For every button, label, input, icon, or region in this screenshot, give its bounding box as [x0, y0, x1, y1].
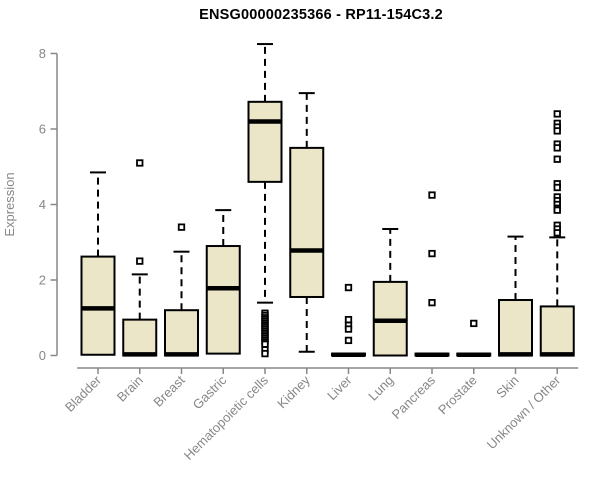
box-rect: [247, 100, 283, 183]
y-tick-label-2: 2: [39, 273, 46, 288]
box-group-breast: [164, 223, 199, 357]
box-group-unknown-other: [539, 110, 575, 357]
outlier-point: [553, 183, 561, 192]
x-tick-label-pancreas: Pancreas: [389, 372, 439, 422]
x-tick-label-liver: Liver: [324, 372, 355, 403]
outlier-point: [344, 336, 353, 345]
outlier-point: [261, 340, 269, 348]
box-group-brain: [122, 159, 158, 357]
box-rect: [80, 255, 116, 356]
box-group-bladder: [80, 171, 116, 356]
box-group-gastric: [205, 209, 241, 355]
x-tick-label-skin: Skin: [493, 373, 521, 401]
outlier-point: [177, 223, 186, 231]
outlier-point: [344, 325, 353, 333]
box-group-hematopoietic-cells: [247, 43, 283, 358]
box-group-lung: [372, 228, 408, 357]
x-tick-label-kidney: Kidney: [274, 372, 313, 411]
box-rect: [498, 299, 533, 357]
box-rect: [164, 309, 199, 357]
x-tick-label-breast: Breast: [150, 372, 187, 409]
outlier-point: [553, 144, 561, 152]
outlier-point: [553, 155, 561, 163]
box-group-liver: [331, 283, 366, 357]
y-tick-label-8: 8: [39, 46, 46, 61]
box-rect: [539, 305, 575, 357]
outlier-point: [470, 319, 478, 328]
outlier-point: [553, 110, 561, 118]
outlier-point: [428, 298, 436, 307]
outlier-point: [428, 191, 436, 199]
outlier-point: [136, 257, 144, 265]
outlier-point: [553, 229, 561, 237]
y-tick-label-0: 0: [39, 348, 46, 363]
box-group-skin: [498, 235, 533, 357]
outlier-point: [261, 349, 269, 358]
x-tick-label-lung: Lung: [365, 373, 396, 404]
box-rect: [205, 245, 241, 355]
outlier-point: [553, 206, 561, 214]
outlier-point: [344, 315, 353, 324]
y-tick-label-6: 6: [39, 122, 46, 137]
outlier-point: [136, 159, 144, 167]
x-tick-label-unknown-other: Unknown / Other: [484, 372, 564, 452]
outlier-point: [344, 283, 353, 292]
outlier-point: [553, 127, 561, 135]
box-rect: [289, 146, 325, 298]
x-tick-label-bladder: Bladder: [62, 372, 105, 415]
y-tick-label-4: 4: [39, 197, 46, 212]
box-group-prostate: [456, 319, 492, 357]
x-tick-label-brain: Brain: [114, 373, 146, 405]
y-axis-title: Expression: [2, 172, 17, 236]
box-rect: [122, 318, 158, 357]
outlier-point: [428, 249, 436, 258]
x-tick-label-gastric: Gastric: [190, 372, 230, 412]
x-tick-label-prostate: Prostate: [435, 373, 480, 418]
box-group-kidney: [289, 92, 325, 353]
chart-title: ENSG00000235366 - RP11-154C3.2: [199, 7, 443, 23]
box-group-pancreas: [414, 191, 450, 357]
